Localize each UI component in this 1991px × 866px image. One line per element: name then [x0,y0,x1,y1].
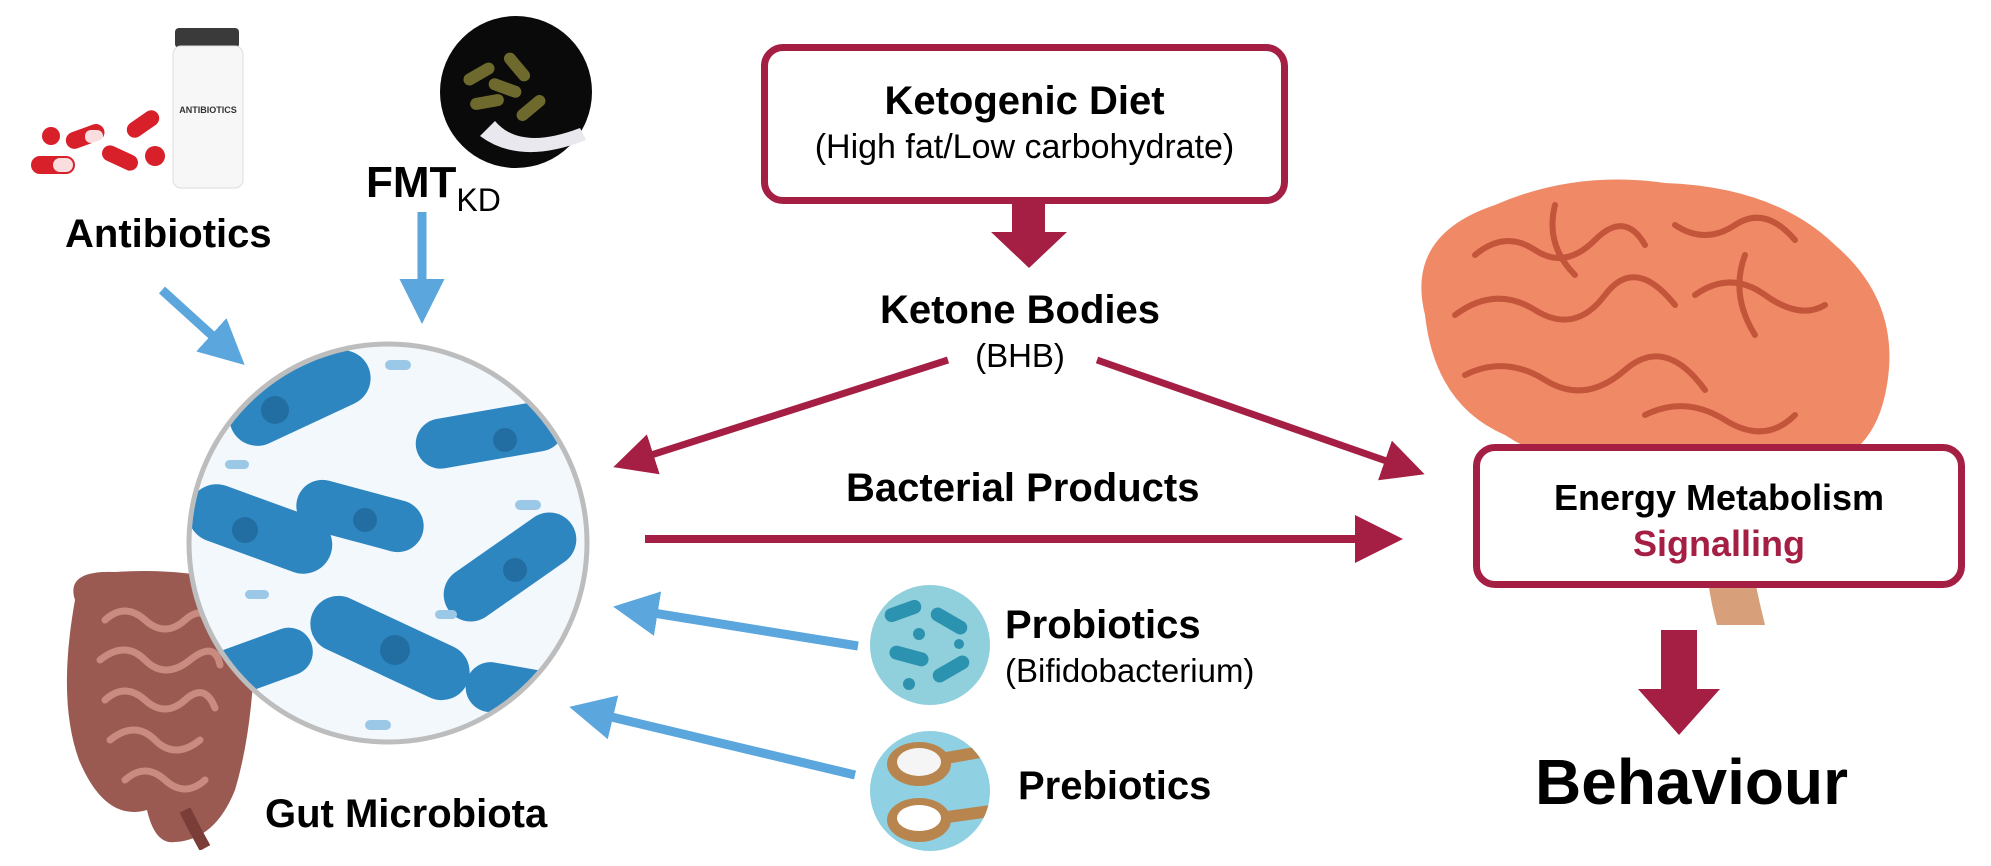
fmt-subscript: KD [456,182,501,218]
bacteria-icon [186,341,590,745]
fmt-main-text: FMT [366,158,457,207]
fmt-label: FMTKD [366,158,501,219]
energy-metabolism-label: Energy Metabolism [1553,477,1885,518]
antibiotics-arrow [158,286,245,366]
probiotics-arrow [613,591,859,651]
diet-to-ketones-arrow [991,203,1067,268]
signalling-label: Signalling [1632,523,1805,564]
ketones-to-microbiota-arrow [613,356,950,475]
ketogenic-diet-title: Ketogenic Diet [884,79,1165,123]
ketone-bodies-subtitle: (BHB) [975,337,1065,374]
gut-microbiota-label: Gut Microbiota [265,792,548,836]
behaviour-label: Behaviour [1535,746,1848,818]
probiotics-subtitle: (Bifidobacterium) [1005,652,1255,689]
probiotics-title: Probiotics [1005,603,1201,647]
fmt-capsules-icon [440,16,592,168]
ketone-bodies: Ketone Bodies (BHB) [830,288,1210,375]
energy-to-behaviour-arrow [1638,630,1720,735]
bacterial-products-label: Bacterial Products [846,466,1200,510]
prebiotics-arrow [569,695,857,780]
prebiotics-spoons-icon [870,731,990,851]
ketogenic-diet-box: Ketogenic Diet (High fat/Low carbohydrat… [761,44,1288,204]
probiotics-icon [870,585,990,705]
ketogenic-diet-subtitle: (High fat/Low carbohydrate) [814,128,1235,166]
ketone-bodies-title: Ketone Bodies [879,288,1161,332]
probiotics: Probiotics (Bifidobacterium) [1005,603,1254,690]
bottle-label: ANTIBIOTICS [179,105,237,115]
antibiotics-label: Antibiotics [65,212,272,256]
antibiotics-pills-icon: ANTIBIOTICS [31,28,244,189]
intestine-icon [66,571,256,850]
ketones-to-brain-arrow [1095,356,1425,481]
prebiotics-label: Prebiotics [1018,764,1212,808]
energy-metabolism-box: Energy Metabolism Signalling [1473,444,1965,588]
